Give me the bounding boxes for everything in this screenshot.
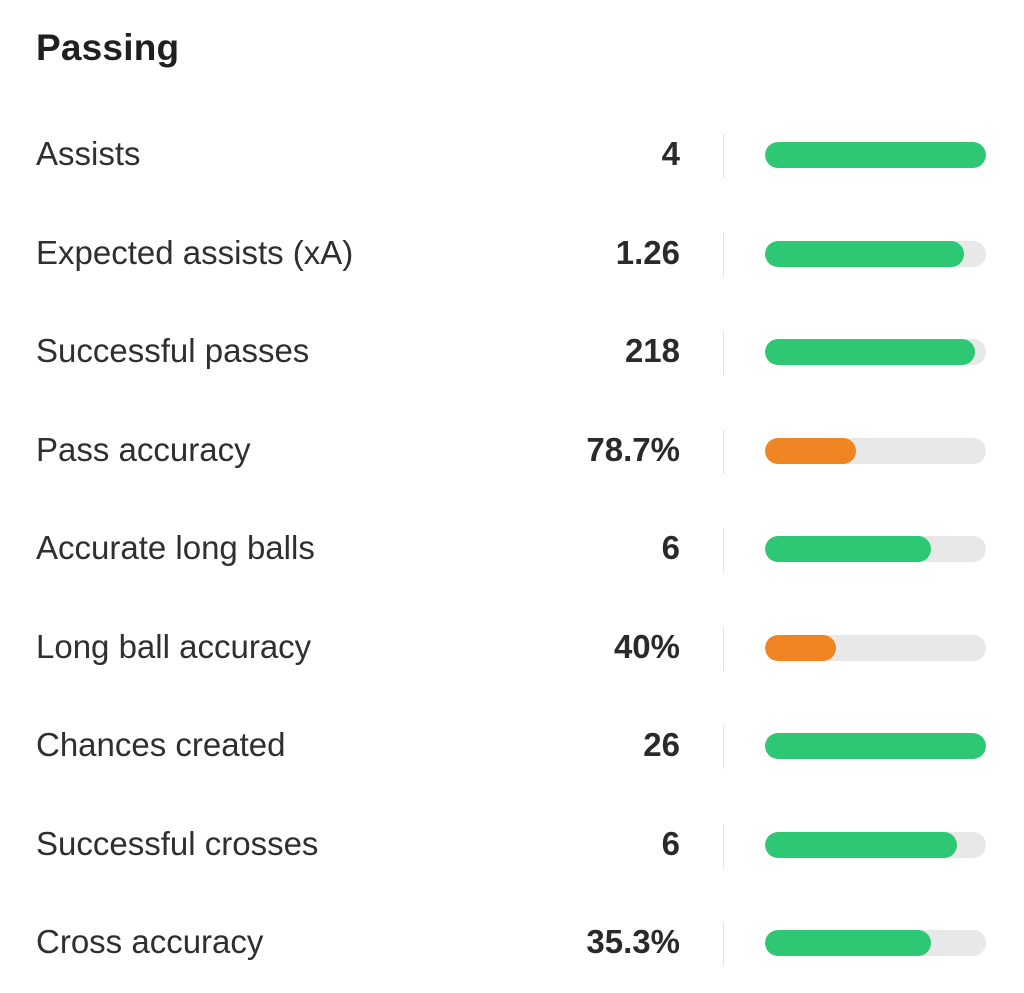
stat-label: Chances created	[36, 726, 286, 763]
stat-value: 26	[643, 726, 680, 763]
percentile-bar-track	[765, 831, 986, 858]
stat-label: Long ball accuracy	[36, 627, 312, 665]
stat-value: 6	[661, 529, 680, 566]
stat-label: Pass accuracy	[36, 430, 251, 468]
percentile-bar-fill	[765, 831, 958, 858]
percentile-bar-fill	[765, 634, 836, 661]
section-title: Passing	[36, 27, 180, 68]
stat-value: 4	[661, 135, 680, 172]
column-divider	[723, 429, 724, 474]
stat-label: Successful crosses	[36, 824, 319, 862]
percentile-bar-fill	[765, 536, 931, 562]
percentile-bar-fill	[765, 339, 975, 365]
stat-value: 40%	[613, 627, 680, 665]
stat-value: 6	[661, 824, 680, 862]
stat-row: Successful passes 218	[0, 303, 1024, 402]
stat-row: Accurate long balls 6	[0, 500, 1024, 599]
percentile-bar-track	[765, 733, 986, 759]
column-divider	[723, 626, 724, 671]
column-divider	[723, 232, 724, 277]
stat-row: Pass accuracy 78.7%	[0, 402, 1024, 501]
percentile-bar-fill	[765, 142, 986, 168]
percentile-bar-track	[765, 142, 986, 168]
percentile-bar-track	[765, 437, 986, 464]
stat-list: Assists 4 Expected assists (xA) 1.26 Success…	[0, 106, 1024, 993]
stat-row: Expected assists (xA) 1.26	[0, 205, 1024, 304]
percentile-bar-track	[765, 634, 986, 661]
stat-row: Cross accuracy 35.3%	[0, 894, 1024, 993]
stat-label: Successful passes	[36, 332, 310, 369]
percentile-bar-track	[765, 240, 986, 267]
column-divider	[723, 922, 724, 966]
percentile-bar-fill	[765, 437, 856, 464]
stat-label: Assists	[36, 135, 141, 172]
column-divider	[723, 331, 724, 375]
percentile-bar-fill	[765, 240, 964, 267]
stat-label: Expected assists (xA)	[36, 233, 354, 271]
column-divider	[723, 528, 724, 572]
stat-value: 1.26	[615, 233, 680, 271]
stat-row: Long ball accuracy 40%	[0, 599, 1024, 698]
stat-value: 218	[624, 332, 680, 369]
percentile-bar-track	[765, 536, 986, 562]
percentile-bar-track	[765, 930, 986, 956]
column-divider	[723, 134, 724, 178]
column-divider	[723, 725, 724, 769]
stat-label: Cross accuracy	[36, 923, 264, 960]
percentile-bar-track	[765, 339, 986, 365]
stat-label: Accurate long balls	[36, 529, 315, 566]
stat-value: 78.7%	[586, 430, 680, 468]
percentile-bar-fill	[765, 930, 931, 956]
stat-value: 35.3%	[586, 923, 680, 960]
stat-row: Assists 4	[0, 106, 1024, 205]
column-divider	[723, 823, 724, 868]
stat-row: Successful crosses 6	[0, 796, 1024, 895]
percentile-bar-fill	[765, 733, 986, 759]
stat-row: Chances created 26	[0, 697, 1024, 796]
